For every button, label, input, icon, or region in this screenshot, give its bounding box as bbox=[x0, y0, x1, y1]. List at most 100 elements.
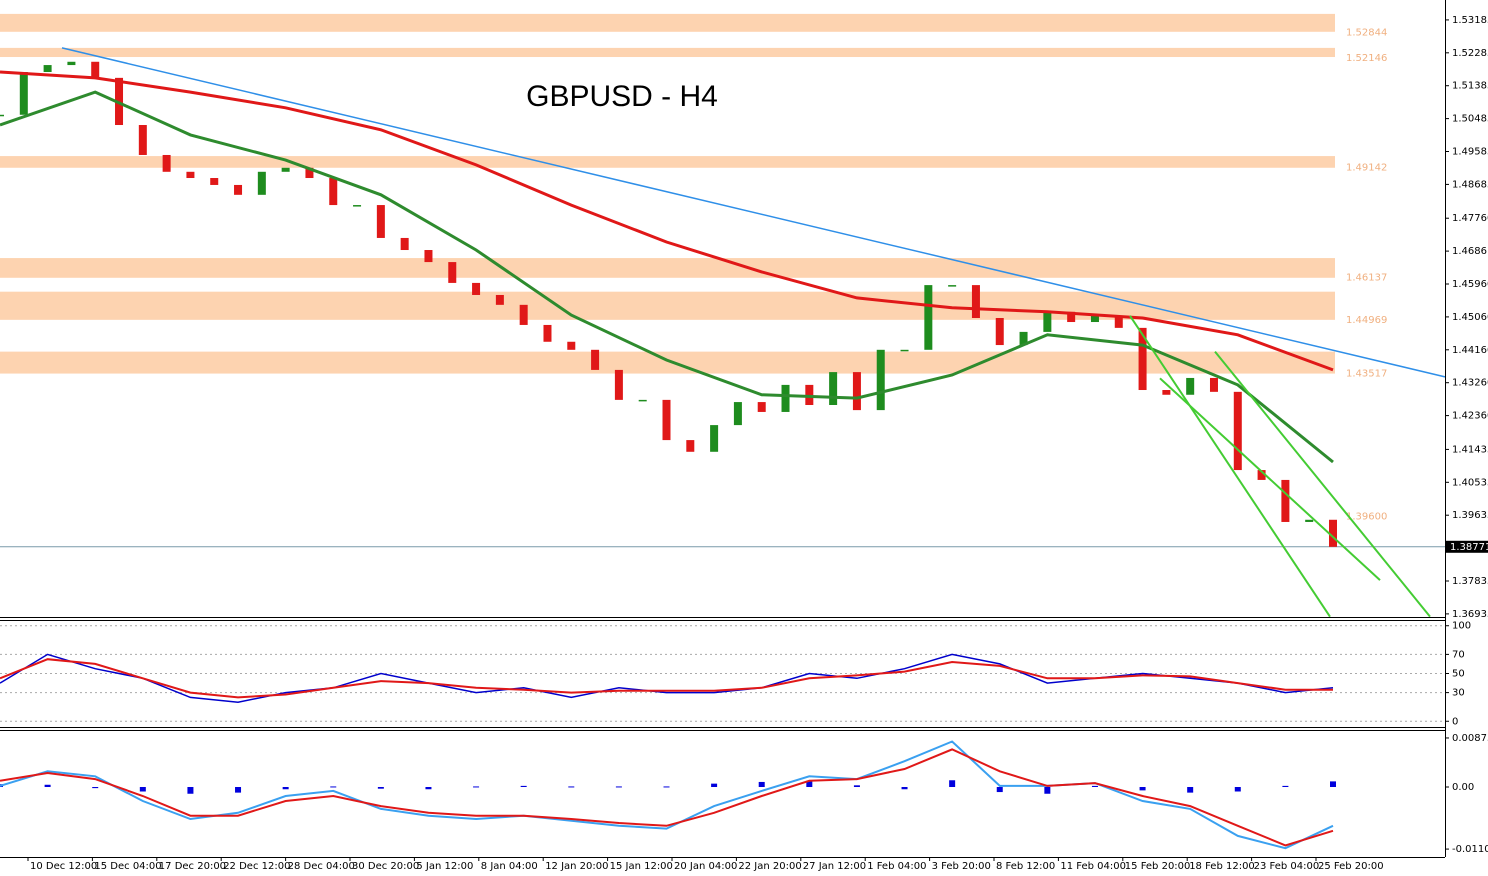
zone-label: 1.52146 bbox=[1346, 53, 1387, 64]
supply-zone bbox=[0, 351, 1335, 374]
x-tick-label: 27 Jan 12:00 bbox=[803, 861, 866, 872]
candle bbox=[710, 425, 719, 452]
histogram-bar bbox=[425, 787, 432, 790]
candle bbox=[257, 171, 266, 195]
x-tick-label: 5 Jan 12:00 bbox=[416, 861, 473, 872]
x-tick-label: 23 Feb 04:00 bbox=[1254, 861, 1320, 872]
x-tick-label: 18 Feb 12:00 bbox=[1189, 861, 1255, 872]
x-tick-label: 25 Feb 20:00 bbox=[1318, 861, 1384, 872]
candle bbox=[234, 184, 243, 195]
supply-zone bbox=[0, 291, 1335, 320]
histogram-bar bbox=[1330, 781, 1336, 788]
candle bbox=[1114, 315, 1123, 328]
trendline bbox=[1129, 315, 1331, 618]
candle bbox=[19, 72, 28, 115]
candle bbox=[1281, 479, 1290, 522]
trendline bbox=[61, 47, 1446, 378]
y-tick-label: 1.39635 bbox=[1452, 510, 1488, 521]
y-tick-label: 0 bbox=[1452, 716, 1458, 727]
histogram-bar bbox=[711, 783, 718, 788]
x-tick-label: 22 Jan 20:00 bbox=[738, 861, 801, 872]
candle bbox=[186, 171, 195, 179]
y-tick-label: 1.51385 bbox=[1452, 81, 1488, 92]
moving-average bbox=[0, 70, 1334, 372]
candle bbox=[614, 369, 623, 400]
histogram-bar bbox=[996, 787, 1003, 793]
histogram-bar bbox=[92, 787, 99, 789]
candle bbox=[424, 250, 433, 263]
histogram-bar bbox=[1234, 787, 1241, 792]
x-tick-label: 1 Feb 04:00 bbox=[867, 861, 926, 872]
x-tick-label: 15 Feb 20:00 bbox=[1125, 861, 1191, 872]
histogram-bar bbox=[330, 786, 337, 788]
last-price-label: 1.38771 bbox=[1450, 542, 1488, 553]
candle bbox=[519, 304, 528, 325]
candle bbox=[400, 237, 409, 251]
histogram-bar bbox=[853, 785, 860, 788]
zone-label: 1.52844 bbox=[1346, 27, 1387, 38]
candle bbox=[305, 167, 314, 179]
candle bbox=[1162, 390, 1171, 395]
candle bbox=[1233, 391, 1242, 471]
trendline bbox=[1214, 351, 1431, 618]
candle bbox=[1186, 377, 1195, 395]
candle bbox=[495, 294, 504, 305]
histogram-bar bbox=[235, 787, 242, 793]
candle bbox=[472, 282, 481, 295]
histogram-bar bbox=[187, 787, 194, 794]
y-tick-label: 1.45060 bbox=[1452, 312, 1488, 323]
candle bbox=[948, 285, 957, 287]
x-tick-label: 12 Jan 20:00 bbox=[545, 861, 608, 872]
y-tick-label: 1.47760 bbox=[1452, 213, 1488, 224]
histogram-bar bbox=[139, 787, 146, 792]
y-tick-label: 1.37835 bbox=[1452, 576, 1488, 587]
candle bbox=[1329, 519, 1337, 547]
candle bbox=[591, 349, 600, 370]
y-tick-label: 1.44160 bbox=[1452, 345, 1488, 356]
y-tick-label: 1.52285 bbox=[1452, 48, 1488, 59]
candle bbox=[662, 399, 671, 441]
y-tick-label: 1.40535 bbox=[1452, 477, 1488, 488]
candle bbox=[0, 114, 4, 117]
histogram-bar bbox=[1044, 787, 1051, 794]
level-label: 1.39600 bbox=[1346, 511, 1387, 522]
candle bbox=[924, 285, 933, 350]
candle bbox=[353, 205, 362, 207]
candle bbox=[43, 65, 52, 73]
x-tick-label: 22 Dec 12:00 bbox=[223, 861, 290, 872]
y-tick-label: -0.01105 bbox=[1452, 844, 1488, 855]
candle bbox=[1138, 327, 1147, 391]
zone-label: 1.44969 bbox=[1346, 315, 1387, 326]
y-tick-label: 30 bbox=[1452, 688, 1465, 699]
x-tick-label: 11 Feb 04:00 bbox=[1060, 861, 1126, 872]
candle bbox=[852, 372, 861, 411]
zone-label: 1.46137 bbox=[1346, 273, 1387, 284]
y-tick-label: 0.00 bbox=[1452, 782, 1474, 793]
candle bbox=[67, 61, 76, 66]
y-tick-label: 1.49585 bbox=[1452, 147, 1488, 158]
trendline bbox=[1159, 377, 1381, 581]
chart-title: GBPUSD - H4 bbox=[526, 80, 718, 113]
y-tick-label: 1.42360 bbox=[1452, 411, 1488, 422]
y-tick-label: 1.50485 bbox=[1452, 114, 1488, 125]
candle bbox=[805, 384, 814, 405]
indicator-line bbox=[0, 658, 1333, 699]
plot-layer: 1.52844 1.52146 1.49142 1.46137 1.44969 1.435… bbox=[0, 13, 1446, 850]
histogram-bar bbox=[663, 786, 670, 788]
y-tick-label: 1.36935 bbox=[1452, 609, 1488, 620]
candle bbox=[900, 349, 909, 352]
candle bbox=[1043, 311, 1052, 332]
histogram-bar bbox=[520, 785, 527, 788]
histogram-bar bbox=[901, 787, 908, 790]
histogram-bar bbox=[1091, 785, 1098, 788]
supply-zone bbox=[0, 156, 1335, 168]
indicator-line bbox=[0, 748, 1334, 847]
histogram-bar bbox=[1187, 787, 1194, 793]
candle bbox=[376, 205, 385, 238]
candle bbox=[781, 384, 790, 412]
x-tick-label: 10 Dec 12:00 bbox=[30, 861, 97, 872]
candle bbox=[281, 167, 290, 172]
y-tick-label: 1.48685 bbox=[1452, 179, 1488, 190]
